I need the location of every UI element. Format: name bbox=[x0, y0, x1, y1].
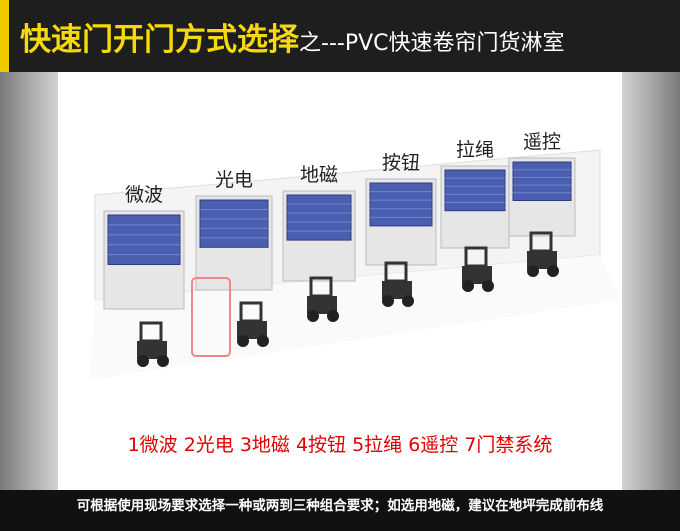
forklift-wheel bbox=[137, 355, 149, 367]
door-curtain bbox=[444, 169, 506, 212]
accent-bar bbox=[0, 0, 9, 72]
door-label: 光电 bbox=[215, 169, 253, 191]
logo-stamp bbox=[191, 277, 231, 357]
caption: 1微波 2光电 3地磁 4按钮 5拉绳 6遥控 7门禁系统 bbox=[127, 434, 553, 456]
door-curtain bbox=[286, 194, 352, 241]
forklift-wheel bbox=[237, 335, 249, 347]
header: 快速门开门方式选择之---PVC快速卷帘门货淋室 bbox=[0, 0, 680, 72]
forklift-body bbox=[527, 251, 557, 269]
door-label: 微波 bbox=[125, 184, 163, 206]
forklift-cab bbox=[309, 276, 333, 298]
forklift-wheel bbox=[327, 310, 339, 322]
forklift-cab bbox=[384, 261, 408, 283]
door-label: 地磁 bbox=[300, 164, 338, 186]
forklift-cab bbox=[239, 301, 263, 323]
forklift-wheel bbox=[482, 280, 494, 292]
forklift-wheel bbox=[257, 335, 269, 347]
forklift-cab bbox=[529, 231, 553, 253]
door-curtain bbox=[369, 182, 433, 227]
door-curtain bbox=[199, 199, 269, 248]
door-label: 按钮 bbox=[382, 152, 420, 174]
forklift-wheel bbox=[307, 310, 319, 322]
door-label: 遥控 bbox=[523, 131, 561, 153]
forklift-body bbox=[382, 281, 412, 299]
forklift-body bbox=[237, 321, 267, 339]
forklift-wheel bbox=[462, 280, 474, 292]
door-curtain bbox=[512, 161, 572, 201]
forklift-wheel bbox=[157, 355, 169, 367]
forklift-wheel bbox=[382, 295, 394, 307]
forklift-body bbox=[462, 266, 492, 284]
forklift-cab bbox=[139, 321, 163, 343]
forklift-wheel bbox=[547, 265, 559, 277]
subtitle: 之---PVC快速卷帘门货淋室 bbox=[299, 31, 565, 56]
title-line: 快速门开门方式选择之---PVC快速卷帘门货淋室 bbox=[20, 14, 565, 59]
door-label: 拉绳 bbox=[456, 139, 494, 161]
forklift-cab bbox=[464, 246, 488, 268]
forklift-body bbox=[137, 341, 167, 359]
forklift-wheel bbox=[402, 295, 414, 307]
forklift-body bbox=[307, 296, 337, 314]
illustration: 微波 光电 地磁 按钮 拉绳 遥控 bbox=[94, 131, 601, 367]
footer: 可根据使用现场要求选择一种或两到三种组合要求；如选用地磁，建议在地坪完成前布线 bbox=[0, 490, 680, 531]
forklift-wheel bbox=[527, 265, 539, 277]
title: 快速门开门方式选择 bbox=[20, 22, 299, 58]
door-curtain bbox=[107, 214, 181, 265]
